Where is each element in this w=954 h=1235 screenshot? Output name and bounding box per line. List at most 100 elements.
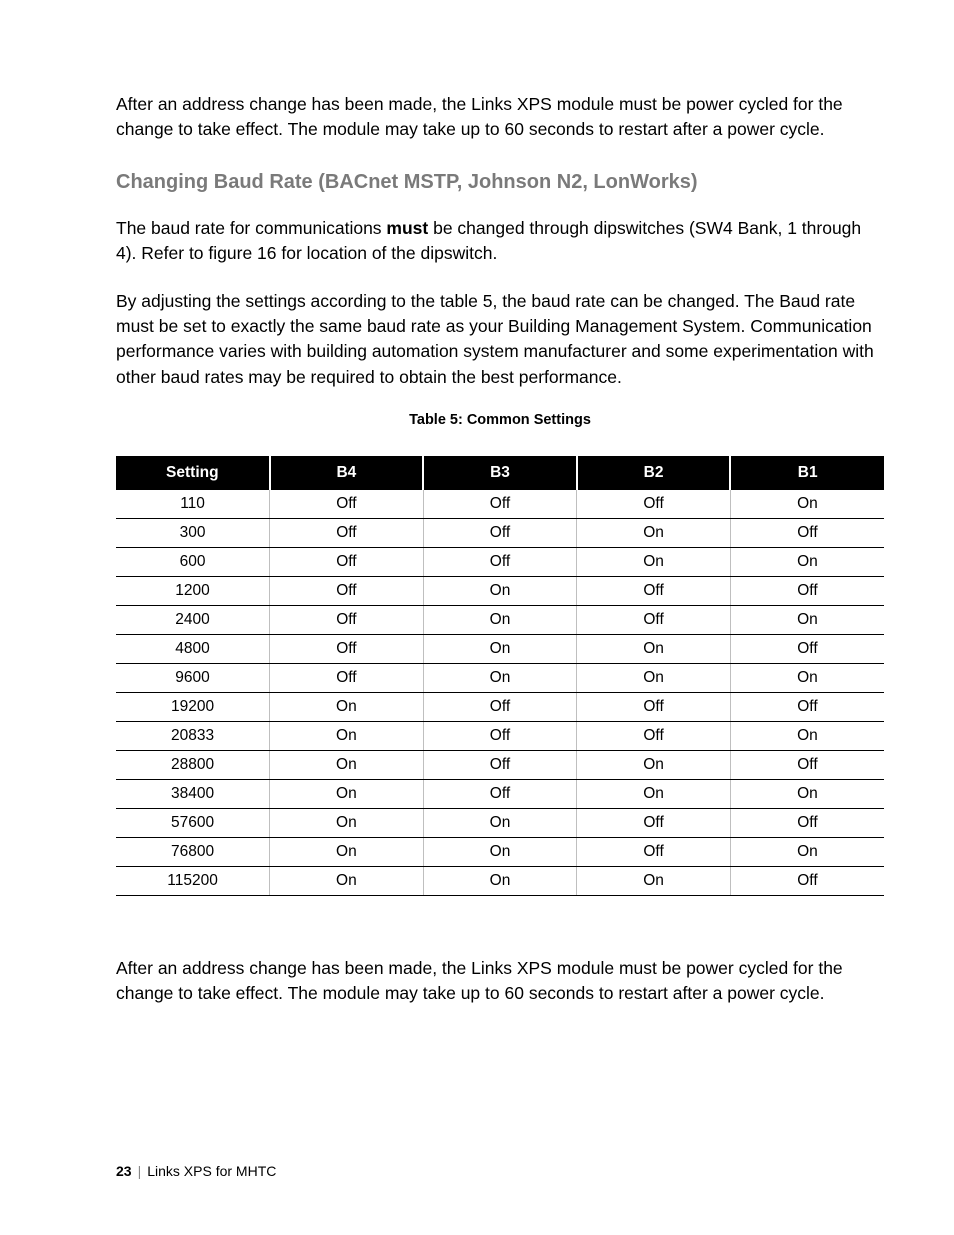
table-body: 110OffOffOffOn300OffOffOnOff600OffOffOnO… bbox=[116, 490, 884, 896]
table-cell: Off bbox=[577, 693, 731, 722]
table-row: 9600OffOnOnOn bbox=[116, 664, 884, 693]
table-cell: 19200 bbox=[116, 693, 270, 722]
table-cell: Off bbox=[730, 635, 884, 664]
table-cell: Off bbox=[270, 519, 424, 548]
table-cell: On bbox=[577, 751, 731, 780]
document-page: After an address change has been made, t… bbox=[0, 0, 954, 1235]
settings-table: SettingB4B3B2B1 110OffOffOffOn300OffOffO… bbox=[116, 456, 884, 896]
section-heading: Changing Baud Rate (BACnet MSTP, Johnson… bbox=[116, 171, 884, 194]
table-cell: 300 bbox=[116, 519, 270, 548]
table-cell: Off bbox=[423, 693, 577, 722]
table-cell: On bbox=[270, 693, 424, 722]
table-header-cell: B1 bbox=[730, 456, 884, 490]
paragraph-outro: After an address change has been made, t… bbox=[116, 956, 884, 1007]
table-cell: Off bbox=[423, 519, 577, 548]
table-cell: 57600 bbox=[116, 809, 270, 838]
table-cell: Off bbox=[577, 838, 731, 867]
table-cell: Off bbox=[730, 693, 884, 722]
table-cell: 2400 bbox=[116, 606, 270, 635]
table-cell: Off bbox=[270, 635, 424, 664]
table-header-cell: B4 bbox=[270, 456, 424, 490]
table-row: 57600OnOnOffOff bbox=[116, 809, 884, 838]
table-header-row: SettingB4B3B2B1 bbox=[116, 456, 884, 490]
table-cell: Off bbox=[577, 490, 731, 519]
paragraph-baud-1: The baud rate for communications must be… bbox=[116, 216, 884, 267]
table-cell: On bbox=[270, 780, 424, 809]
table-cell: Off bbox=[423, 548, 577, 577]
emphasis-must: must bbox=[386, 218, 428, 238]
page-footer: 23|Links XPS for MHTC bbox=[116, 1163, 276, 1179]
text-fragment: The baud rate for communications bbox=[116, 218, 386, 238]
table-cell: On bbox=[270, 838, 424, 867]
table-head: SettingB4B3B2B1 bbox=[116, 456, 884, 490]
table-cell: Off bbox=[730, 519, 884, 548]
table-cell: 1200 bbox=[116, 577, 270, 606]
paragraph-intro: After an address change has been made, t… bbox=[116, 92, 884, 143]
table-row: 300OffOffOnOff bbox=[116, 519, 884, 548]
table-row: 110OffOffOffOn bbox=[116, 490, 884, 519]
table-cell: Off bbox=[730, 751, 884, 780]
table-cell: On bbox=[423, 838, 577, 867]
table-row: 20833OnOffOffOn bbox=[116, 722, 884, 751]
page-number: 23 bbox=[116, 1163, 132, 1179]
table-cell: On bbox=[730, 722, 884, 751]
table-cell: On bbox=[730, 838, 884, 867]
table-cell: Off bbox=[423, 751, 577, 780]
table-header-cell: B2 bbox=[577, 456, 731, 490]
table-cell: On bbox=[577, 635, 731, 664]
table-cell: 110 bbox=[116, 490, 270, 519]
table-row: 2400OffOnOffOn bbox=[116, 606, 884, 635]
table-cell: On bbox=[270, 867, 424, 896]
table-cell: 20833 bbox=[116, 722, 270, 751]
table-cell: On bbox=[730, 548, 884, 577]
table-cell: On bbox=[577, 664, 731, 693]
table-cell: On bbox=[270, 722, 424, 751]
table-cell: On bbox=[730, 490, 884, 519]
table-cell: On bbox=[270, 809, 424, 838]
table-cell: On bbox=[577, 548, 731, 577]
table-cell: On bbox=[577, 780, 731, 809]
table-cell: Off bbox=[270, 606, 424, 635]
table-cell: Off bbox=[577, 809, 731, 838]
table-cell: On bbox=[423, 664, 577, 693]
table-cell: On bbox=[423, 809, 577, 838]
table-cell: 600 bbox=[116, 548, 270, 577]
table-cell: On bbox=[577, 519, 731, 548]
table-cell: 28800 bbox=[116, 751, 270, 780]
table-cell: On bbox=[423, 577, 577, 606]
table-cell: On bbox=[423, 867, 577, 896]
table-caption: Table 5: Common Settings bbox=[116, 412, 884, 428]
table-header-cell: B3 bbox=[423, 456, 577, 490]
table-cell: Off bbox=[577, 577, 731, 606]
table-cell: Off bbox=[730, 577, 884, 606]
footer-separator: | bbox=[132, 1163, 148, 1179]
table-cell: Off bbox=[423, 722, 577, 751]
table-cell: On bbox=[270, 751, 424, 780]
table-cell: Off bbox=[270, 548, 424, 577]
table-cell: Off bbox=[577, 606, 731, 635]
table-row: 19200OnOffOffOff bbox=[116, 693, 884, 722]
table-cell: Off bbox=[730, 867, 884, 896]
table-cell: On bbox=[423, 606, 577, 635]
table-cell: Off bbox=[270, 577, 424, 606]
table-cell: On bbox=[730, 664, 884, 693]
table-cell: 76800 bbox=[116, 838, 270, 867]
table-cell: 4800 bbox=[116, 635, 270, 664]
table-row: 76800OnOnOffOn bbox=[116, 838, 884, 867]
table-cell: On bbox=[730, 780, 884, 809]
footer-title: Links XPS for MHTC bbox=[147, 1163, 276, 1179]
table-row: 38400OnOffOnOn bbox=[116, 780, 884, 809]
table-cell: Off bbox=[270, 664, 424, 693]
table-cell: Off bbox=[577, 722, 731, 751]
table-cell: 9600 bbox=[116, 664, 270, 693]
table-header-cell: Setting bbox=[116, 456, 270, 490]
table-cell: Off bbox=[423, 780, 577, 809]
table-cell: On bbox=[577, 867, 731, 896]
table-cell: Off bbox=[270, 490, 424, 519]
table-cell: 38400 bbox=[116, 780, 270, 809]
table-row: 1200OffOnOffOff bbox=[116, 577, 884, 606]
table-cell: On bbox=[423, 635, 577, 664]
table-cell: 115200 bbox=[116, 867, 270, 896]
table-cell: Off bbox=[730, 809, 884, 838]
table-cell: Off bbox=[423, 490, 577, 519]
